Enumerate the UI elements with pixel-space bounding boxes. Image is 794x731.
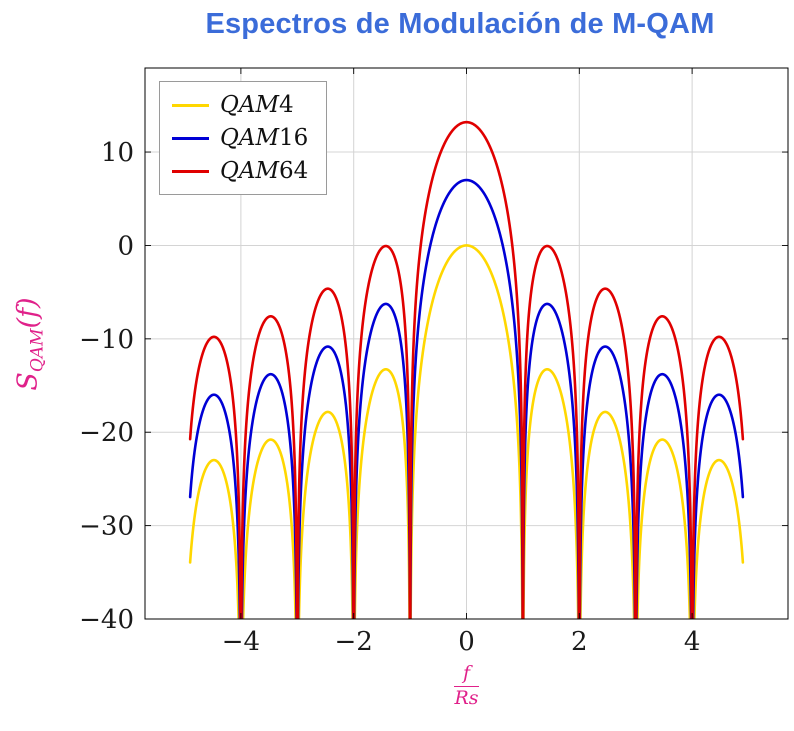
y-tick-label: 0 — [117, 231, 134, 261]
chart-title: Espectros de Modulación de M-QAM — [205, 8, 715, 40]
legend-swatch-qam64 — [172, 169, 209, 173]
legend-label: QAM64 — [220, 158, 309, 184]
y-tick-label: −30 — [79, 512, 134, 542]
x-label-denominator: Rs — [454, 686, 479, 709]
curve-qam16 — [188, 178, 745, 619]
legend: QAM4 QAM16 QAM64 — [159, 81, 328, 195]
legend-item-qam16: QAM16 — [172, 125, 308, 151]
x-tick-label: 4 — [684, 627, 701, 657]
curve-qam64 — [188, 120, 745, 619]
x-label-numerator: f — [462, 662, 471, 684]
curve-qam4 — [188, 244, 745, 619]
curves — [188, 120, 745, 619]
y-label-suffix: (f) — [12, 297, 44, 329]
y-tick-label: −20 — [79, 418, 134, 448]
x-tick-label: 2 — [571, 627, 588, 657]
y-tick-label: 10 — [101, 138, 134, 168]
y-label-base: S — [12, 372, 44, 391]
tick-marks — [145, 68, 788, 620]
y-tick-label: −10 — [79, 325, 134, 355]
legend-swatch-qam4 — [172, 103, 209, 107]
x-tick-label: 0 — [458, 627, 475, 657]
x-axis-label: f Rs — [145, 662, 788, 709]
x-tick-label: −2 — [335, 627, 373, 657]
y-label-subscript: QAM — [27, 328, 48, 373]
legend-label: QAM16 — [220, 125, 309, 151]
x-tick-label: −4 — [222, 627, 260, 657]
legend-item-qam4: QAM4 — [172, 92, 308, 118]
y-tick-label: −40 — [79, 605, 134, 635]
legend-item-qam64: QAM64 — [172, 158, 308, 184]
y-axis-label: SQAM(f) — [12, 297, 47, 390]
legend-swatch-qam16 — [172, 136, 209, 140]
x-label-fraction: f Rs — [454, 662, 479, 709]
fraction-bar — [454, 685, 479, 687]
legend-label: QAM4 — [220, 92, 294, 118]
